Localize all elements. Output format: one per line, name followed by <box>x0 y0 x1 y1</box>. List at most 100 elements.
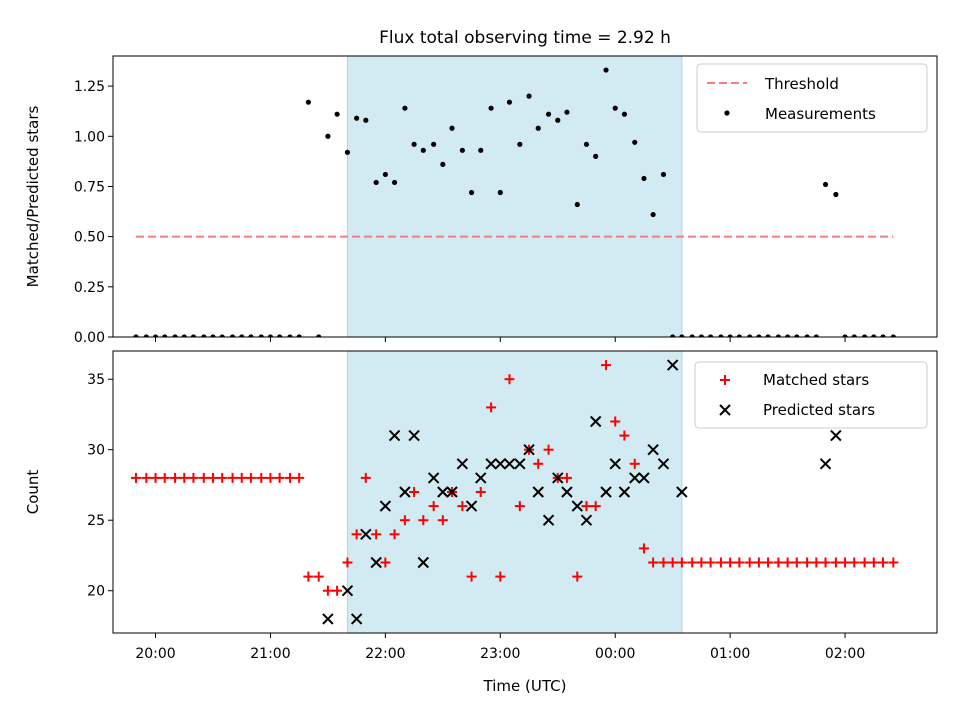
predicted-stars-point <box>388 429 401 442</box>
y-tick-label: 30 <box>87 443 105 459</box>
predicted-stars-point <box>514 458 526 470</box>
matched-stars-point <box>840 557 851 568</box>
measurements-point <box>612 105 618 111</box>
measurements-point <box>172 334 178 337</box>
matched-stars-point <box>782 557 793 568</box>
measurements-point <box>497 189 503 196</box>
matched-stars-point <box>245 472 256 483</box>
y-tick-label: 0.50 <box>74 230 105 246</box>
matched-stars-point <box>198 472 209 483</box>
predicted-stars-point <box>657 458 670 470</box>
measurements-point <box>162 334 168 337</box>
predicted-stars-point <box>552 472 564 484</box>
predicted-stars-point <box>446 486 458 498</box>
predicted-stars-point-b <box>456 458 469 470</box>
measurements-point <box>277 334 283 337</box>
measurements-point <box>794 334 800 337</box>
measurements-point <box>632 139 638 145</box>
predicted-stars-point-b <box>360 528 372 541</box>
predicted-stars-point-b <box>427 472 440 484</box>
measurements-point <box>382 171 388 178</box>
matched-stars-point <box>418 515 429 526</box>
predicted-stars-point-b <box>465 500 478 512</box>
measurements-point <box>258 334 264 337</box>
matched-stars-point <box>696 557 707 568</box>
measurements-point <box>316 334 322 337</box>
measurements-point <box>603 67 609 73</box>
predicted-stars-point-b <box>399 486 411 498</box>
predicted-stars-point-b <box>475 472 487 484</box>
legend-box <box>694 361 928 429</box>
measurements-point <box>526 93 532 99</box>
measurements-point <box>334 111 340 117</box>
predicted-stars-point-b <box>629 472 641 484</box>
matched-stars-point <box>294 472 305 483</box>
predicted-stars-point-b <box>676 486 688 498</box>
predicted-stars-point-b <box>600 486 612 498</box>
predicted-stars-point-b <box>350 613 363 625</box>
measurements-point <box>373 179 379 186</box>
measurements-point <box>488 105 494 111</box>
measurements-point <box>890 334 896 337</box>
measurements-point <box>583 141 590 147</box>
predicted-stars-point-b <box>514 458 526 470</box>
predicted-stars-point-b <box>417 556 429 569</box>
measurements-point <box>459 147 465 153</box>
predicted-stars-point-b <box>379 500 392 512</box>
measurements-point <box>871 334 877 337</box>
predicted-stars-point <box>494 458 506 470</box>
predicted-stars-point <box>456 458 469 470</box>
measurements-point <box>201 334 207 337</box>
measurements-point <box>736 334 742 337</box>
matched-stars-point <box>207 472 218 483</box>
predicted-stars-point <box>629 472 641 484</box>
legend-threshold-label: Threshold <box>764 75 839 93</box>
legend-predicted-swatch-b <box>719 404 731 416</box>
measurements-point <box>210 334 216 337</box>
matched-stars-point <box>629 458 640 469</box>
matched-stars-point <box>360 472 371 483</box>
predicted-stars-point-b <box>542 514 555 526</box>
predicted-stars-point-b <box>552 472 564 484</box>
predicted-stars-point-b <box>523 443 535 456</box>
predicted-stars-point-b <box>561 486 573 498</box>
x-axis-label: Time (UTC) <box>483 677 567 695</box>
predicted-stars-point-b <box>666 359 679 371</box>
measurements-point <box>152 334 159 337</box>
measurements-point <box>593 153 599 159</box>
x-tick-label: 01:00 <box>710 646 750 662</box>
predicted-stars-point-b <box>408 429 420 442</box>
predicted-stars-point <box>618 486 631 498</box>
matched-stars-point <box>371 529 382 540</box>
matched-stars-point <box>332 585 343 596</box>
matched-stars-point <box>428 501 439 512</box>
matched-stars-point <box>303 571 314 582</box>
predicted-stars-point-b <box>437 486 449 498</box>
chart-title: Flux total observing time = 2.92 h <box>379 28 671 48</box>
measurements-point <box>679 334 685 337</box>
matched-stars-point <box>179 472 190 483</box>
x-tick-label: 20:00 <box>135 646 175 662</box>
measurements-point <box>219 334 225 337</box>
predicted-stars-point <box>532 486 544 498</box>
matched-stars-point <box>437 515 448 526</box>
y-tick-label: 20 <box>87 584 105 600</box>
top-panel: 0.00 0.25 0.50 0.75 1.00 1.25 Matched/Predicte… <box>24 55 938 346</box>
measurements-point <box>880 334 886 337</box>
axes-frame <box>112 350 938 634</box>
measurements-point <box>190 334 197 337</box>
plot-content <box>133 67 896 337</box>
predicted-stars-point-b <box>322 613 334 625</box>
measurements-point <box>670 334 676 337</box>
matched-stars-point <box>753 557 764 568</box>
observing-window-span <box>346 350 683 634</box>
measurements-point <box>449 125 455 131</box>
predicted-stars-point-b <box>830 429 842 442</box>
predicted-stars-point <box>589 415 602 428</box>
matched-stars-point <box>802 557 813 568</box>
measurements-point <box>391 179 398 186</box>
measurements-point <box>181 334 187 337</box>
predicted-stars-point <box>819 458 832 470</box>
legend-matched-label: Matched stars <box>763 371 869 389</box>
plot-content <box>130 359 899 625</box>
